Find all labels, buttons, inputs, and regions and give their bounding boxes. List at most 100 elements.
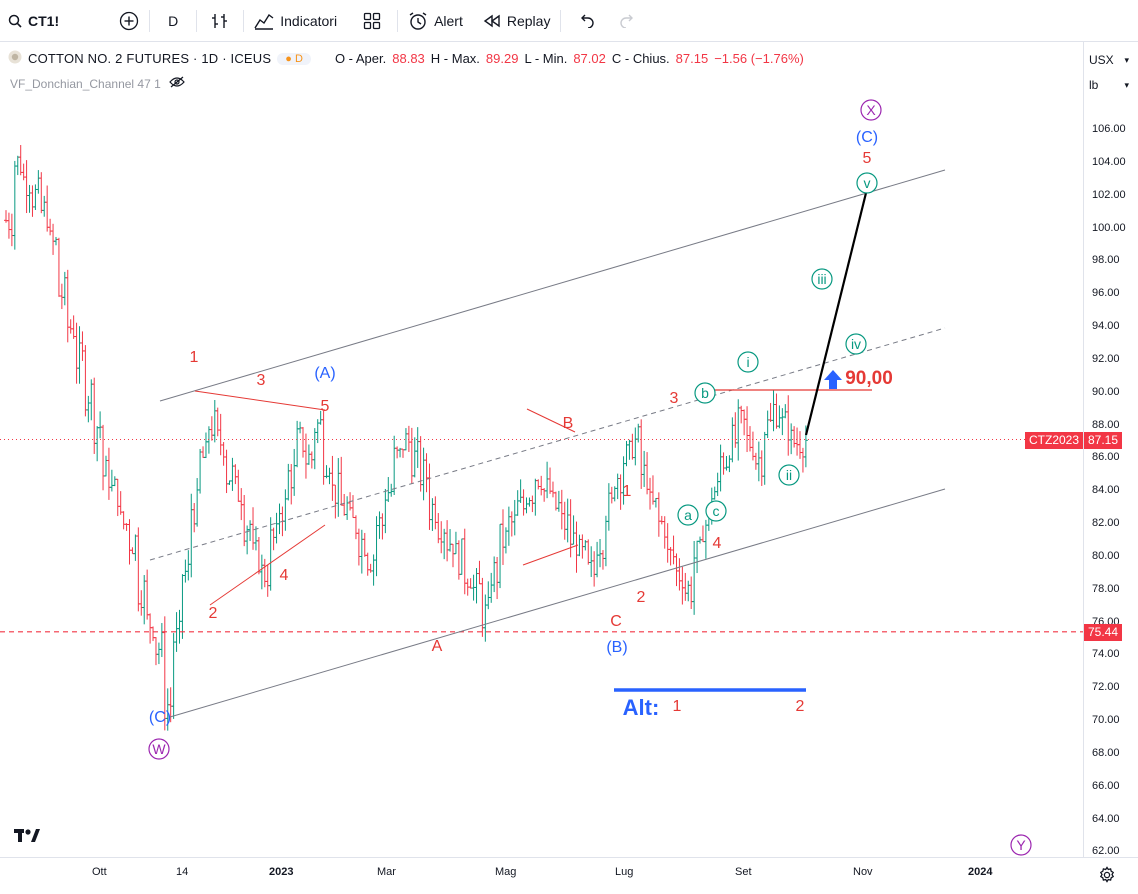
ohlc-bar bbox=[742, 409, 747, 436]
ohlc-bar bbox=[724, 456, 729, 471]
ohlc-bar bbox=[198, 448, 203, 494]
redo-button[interactable] bbox=[611, 0, 645, 42]
ohlc-bar bbox=[203, 432, 208, 459]
legend-title[interactable]: COTTON NO. 2 FUTURES · 1D · ICEUS bbox=[28, 51, 272, 66]
projection-line bbox=[804, 192, 868, 436]
interval-button[interactable]: D bbox=[150, 0, 196, 42]
replay-button[interactable]: Replay bbox=[473, 0, 561, 42]
unit-select[interactable]: lb ▾ bbox=[1085, 75, 1135, 95]
ohlc-bar bbox=[798, 431, 802, 459]
ohlc-bar bbox=[759, 450, 764, 486]
ohlc-bar bbox=[242, 495, 247, 547]
ohlc-bar bbox=[686, 580, 691, 602]
price-tick-label: 66.00 bbox=[1092, 779, 1120, 792]
ohlc-bar bbox=[574, 521, 579, 573]
channel-upper-line bbox=[159, 169, 946, 402]
ohlc-bar bbox=[130, 547, 135, 555]
ohlc-bar bbox=[595, 541, 600, 578]
currency-select[interactable]: USX ▾ bbox=[1085, 50, 1135, 70]
symbol-logo-icon bbox=[8, 50, 22, 67]
ohlc-bar bbox=[180, 574, 185, 639]
ohlc-bar bbox=[606, 483, 611, 531]
ohlc-bar bbox=[230, 457, 235, 491]
indicator-legend[interactable]: VF_Donchian_Channel 47 1 bbox=[10, 76, 185, 91]
price-tick-label: 72.00 bbox=[1092, 681, 1120, 694]
alert-button[interactable]: Alert bbox=[398, 0, 473, 42]
undo-button[interactable] bbox=[561, 0, 611, 42]
ohlc-bar bbox=[271, 527, 276, 551]
ohlc-bar bbox=[486, 581, 491, 610]
ohlc-bar bbox=[142, 575, 147, 625]
wave-label-green: i bbox=[746, 354, 749, 370]
compare-button[interactable] bbox=[69, 0, 149, 42]
eye-hidden-icon[interactable] bbox=[168, 76, 185, 91]
ohlc-bar bbox=[303, 433, 308, 479]
ohlc-bar bbox=[489, 572, 494, 603]
layouts-button[interactable] bbox=[347, 0, 397, 42]
chevron-down-icon: ▾ bbox=[1124, 54, 1129, 65]
ohlc-bar bbox=[692, 540, 697, 615]
price-axis[interactable]: 106.00 104.00 102.00 100.00 98.00 96.00 94.00 9… bbox=[1083, 42, 1138, 857]
ohlc-bar bbox=[659, 515, 664, 525]
wave-label-red: 1 bbox=[623, 483, 632, 500]
ohlc-bar bbox=[195, 478, 200, 527]
indicator-label: VF_Donchian_Channel 47 1 bbox=[10, 76, 161, 91]
chart-type-button[interactable] bbox=[197, 0, 243, 42]
ohlc-bar bbox=[362, 532, 367, 557]
ohlc-bar bbox=[265, 564, 270, 597]
trendline-red bbox=[526, 408, 576, 433]
ohlc-bar bbox=[771, 389, 776, 432]
ohlc-bar bbox=[336, 458, 341, 517]
wave-circle-green bbox=[677, 504, 699, 526]
ohlc-bar bbox=[527, 497, 532, 507]
change-value: −1.56 (−1.76%) bbox=[714, 51, 804, 66]
ohlc-bar bbox=[115, 478, 120, 517]
ohlc-bar bbox=[800, 447, 805, 473]
ohlc-bar bbox=[571, 515, 576, 545]
ohlc-bar bbox=[153, 637, 158, 666]
ohlc-bar bbox=[545, 461, 550, 499]
ohlc-bar bbox=[627, 439, 632, 460]
ohlc-bar bbox=[592, 551, 597, 587]
indicators-button[interactable]: Indicatori bbox=[244, 0, 347, 42]
ohlc-bar bbox=[342, 494, 347, 516]
ohlc-bar bbox=[786, 395, 791, 456]
wave-label-purple: X bbox=[866, 102, 876, 118]
trendline-red bbox=[209, 524, 326, 606]
wave-circle-purple bbox=[860, 99, 882, 121]
ohlc-bar bbox=[550, 481, 555, 498]
ohlc-bar bbox=[753, 452, 758, 470]
ohlc-bar bbox=[600, 550, 605, 570]
ohlc-bar bbox=[745, 406, 750, 453]
settings-gear-icon[interactable] bbox=[1098, 866, 1116, 889]
ohlc-bar bbox=[386, 477, 391, 503]
wave-label-red: 1 bbox=[190, 349, 199, 366]
chart-pane[interactable]: 1 2 3 4 5 A B C 1 2 3 4 5 1 2 (A) (B) (C) (C) i ii iii iv v a b c W… bbox=[0, 42, 1083, 857]
search-icon bbox=[8, 14, 22, 28]
ohlc-bar bbox=[586, 539, 591, 565]
tradingview-logo[interactable] bbox=[14, 826, 44, 849]
time-axis[interactable]: Ott 14 2023 Mar Mag Lug Set Nov 2024 bbox=[0, 857, 1138, 894]
wave-label-green: b bbox=[701, 385, 709, 401]
ohlc-bar bbox=[721, 452, 726, 475]
alert-label: Alert bbox=[434, 12, 463, 29]
alarm-clock-icon bbox=[408, 11, 428, 31]
ohlc-bar bbox=[395, 446, 400, 459]
ohlc-bar bbox=[483, 594, 488, 642]
ohlc-bar bbox=[736, 399, 741, 461]
ohlc-bar bbox=[201, 446, 206, 458]
ohlc-bar bbox=[148, 613, 153, 644]
indicators-label: Indicatori bbox=[280, 12, 338, 29]
price-tick-label: 96.00 bbox=[1092, 287, 1120, 300]
ohlc-bars bbox=[4, 145, 808, 731]
replay-label: Replay bbox=[506, 12, 551, 29]
wave-label-green: a bbox=[684, 507, 692, 523]
trendline-red bbox=[522, 544, 579, 566]
wave-label-red: 3 bbox=[670, 390, 679, 407]
ohlc-bar bbox=[101, 424, 106, 491]
price-tick-label: 90.00 bbox=[1092, 385, 1120, 398]
symbol-search-button[interactable]: CT1! bbox=[0, 0, 69, 42]
price-tick-label: 104.00 bbox=[1092, 155, 1126, 168]
ohlc-bar bbox=[789, 423, 794, 455]
